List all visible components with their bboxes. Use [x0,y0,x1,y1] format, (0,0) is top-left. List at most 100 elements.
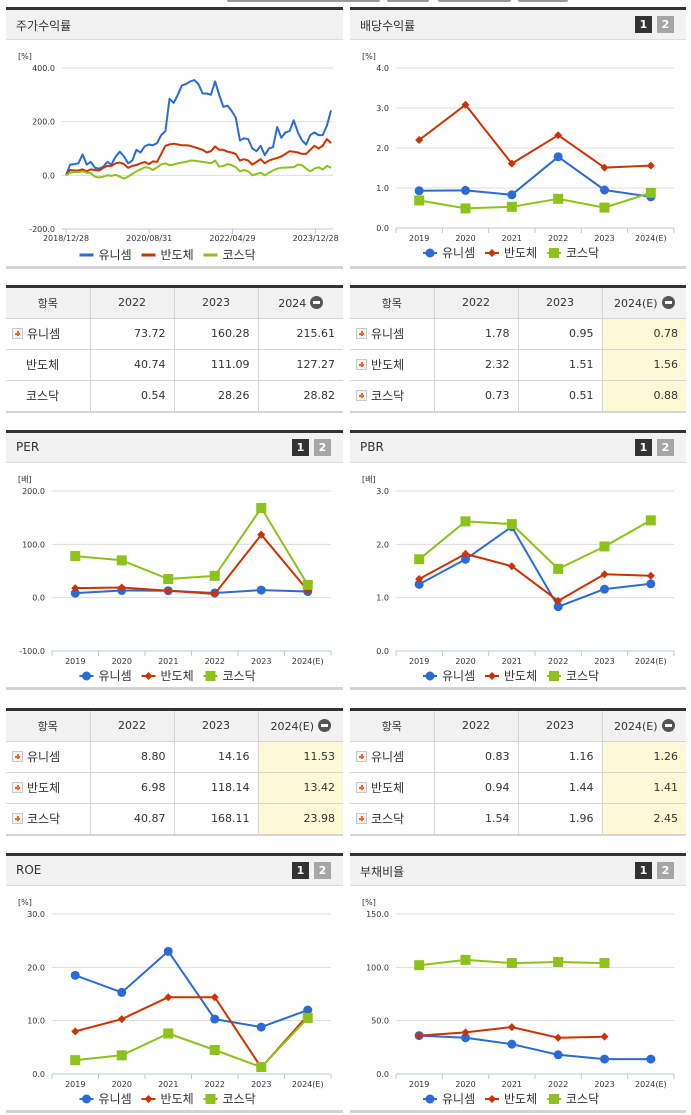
data-point-circle[interactable] [600,1054,609,1064]
legend-item[interactable]: 유니셈 [79,248,132,262]
data-point-square[interactable] [163,574,174,584]
data-point-square[interactable] [302,1013,313,1023]
data-point-diamond[interactable] [646,571,655,580]
data-point-diamond[interactable] [461,100,470,109]
data-point-circle[interactable] [646,579,656,589]
data-point-circle[interactable] [425,248,435,258]
data-point-diamond[interactable] [461,1028,470,1037]
data-point-square[interactable] [506,958,517,969]
data-point-circle[interactable] [256,585,266,595]
data-point-diamond[interactable] [117,1015,126,1024]
view-2-button[interactable]: 2 [314,862,331,879]
data-point-circle[interactable] [414,186,424,196]
data-point-circle[interactable] [117,987,127,997]
view-1-button[interactable]: 1 [635,862,652,879]
data-point-diamond[interactable] [507,159,516,168]
data-point-circle[interactable] [414,579,424,589]
data-point-square[interactable] [460,516,471,527]
legend-item[interactable]: 코스닥 [547,669,599,683]
data-point-square[interactable] [414,960,425,971]
data-point-circle[interactable] [70,588,80,598]
view-1-button[interactable]: 1 [635,439,652,456]
view-2-button[interactable]: 2 [314,439,331,456]
collapse-icon[interactable] [661,295,675,309]
data-point-diamond[interactable] [488,672,496,680]
expand-icon[interactable] [356,390,367,402]
data-point-square[interactable] [70,551,81,562]
expand-icon[interactable] [356,813,367,825]
data-point-square[interactable] [599,202,610,213]
data-point-circle[interactable] [82,671,91,681]
data-point-circle[interactable] [82,1094,91,1104]
data-point-diamond[interactable] [507,562,516,571]
data-point-square[interactable] [70,1055,81,1066]
data-point-square[interactable] [205,1094,216,1104]
data-point-square[interactable] [256,503,267,514]
data-point-diamond[interactable] [144,1095,153,1103]
data-point-diamond[interactable] [600,1032,609,1041]
collapse-icon[interactable] [310,295,324,309]
legend-item[interactable]: 반도체 [141,248,194,262]
data-point-circle[interactable] [461,185,470,195]
data-point-diamond[interactable] [488,1095,496,1103]
data-point-square[interactable] [553,563,564,574]
data-point-diamond[interactable] [415,136,424,144]
data-point-circle[interactable] [70,970,80,980]
data-point-diamond[interactable] [646,161,655,170]
collapse-icon[interactable] [318,718,332,732]
data-point-diamond[interactable] [415,575,424,583]
expand-icon[interactable] [356,328,367,339]
view-1-button[interactable]: 1 [292,439,309,456]
legend-item[interactable]: 반도체 [485,246,537,260]
legend-item[interactable]: 유니셈 [79,669,132,683]
top-tab[interactable] [518,0,568,2]
legend-item[interactable]: 유니셈 [423,246,475,260]
data-point-square[interactable] [549,671,559,681]
data-point-circle[interactable] [461,1033,470,1043]
data-point-square[interactable] [549,1094,559,1104]
legend-item[interactable]: 코스닥 [547,1092,599,1106]
data-point-circle[interactable] [600,185,609,195]
data-point-circle[interactable] [256,1022,266,1032]
legend-item[interactable]: 코스닥 [547,246,599,260]
legend-item[interactable]: 반도체 [141,669,194,683]
data-point-circle[interactable] [210,1014,220,1024]
legend-item[interactable]: 유니셈 [79,1092,132,1106]
legend-item[interactable]: 유니셈 [423,1092,475,1106]
expand-icon[interactable] [356,751,367,762]
data-point-circle[interactable] [163,946,173,956]
data-point-square[interactable] [460,954,471,965]
data-point-circle[interactable] [425,671,435,681]
data-point-diamond[interactable] [257,530,266,539]
legend-item[interactable]: 유니셈 [423,669,475,683]
data-point-diamond[interactable] [144,672,153,680]
view-1-button[interactable]: 1 [292,862,309,879]
data-point-diamond[interactable] [164,586,173,595]
legend-item[interactable]: 반도체 [141,1092,194,1106]
expand-icon[interactable] [12,751,23,762]
data-point-square[interactable] [553,193,564,204]
data-point-square[interactable] [414,195,425,206]
data-point-square[interactable] [209,570,220,581]
data-point-circle[interactable] [507,190,517,200]
data-point-square[interactable] [209,1045,220,1055]
data-point-diamond[interactable] [600,163,609,172]
data-point-diamond[interactable] [164,993,173,1002]
expand-icon[interactable] [12,328,23,339]
expand-icon[interactable] [356,359,367,370]
data-point-diamond[interactable] [507,1023,516,1032]
data-point-square[interactable] [506,519,517,530]
view-2-button[interactable]: 2 [657,439,674,456]
data-point-diamond[interactable] [117,583,126,592]
data-point-square[interactable] [116,555,127,566]
data-point-square[interactable] [116,1050,127,1061]
view-1-button[interactable]: 1 [635,16,652,33]
data-point-square[interactable] [256,1062,267,1073]
data-point-square[interactable] [599,958,610,969]
data-point-square[interactable] [645,515,656,526]
collapse-icon[interactable] [661,718,675,732]
data-point-square[interactable] [645,187,656,198]
data-point-square[interactable] [414,554,425,565]
legend-item[interactable]: 반도체 [485,1092,537,1106]
data-point-square[interactable] [163,1028,174,1039]
